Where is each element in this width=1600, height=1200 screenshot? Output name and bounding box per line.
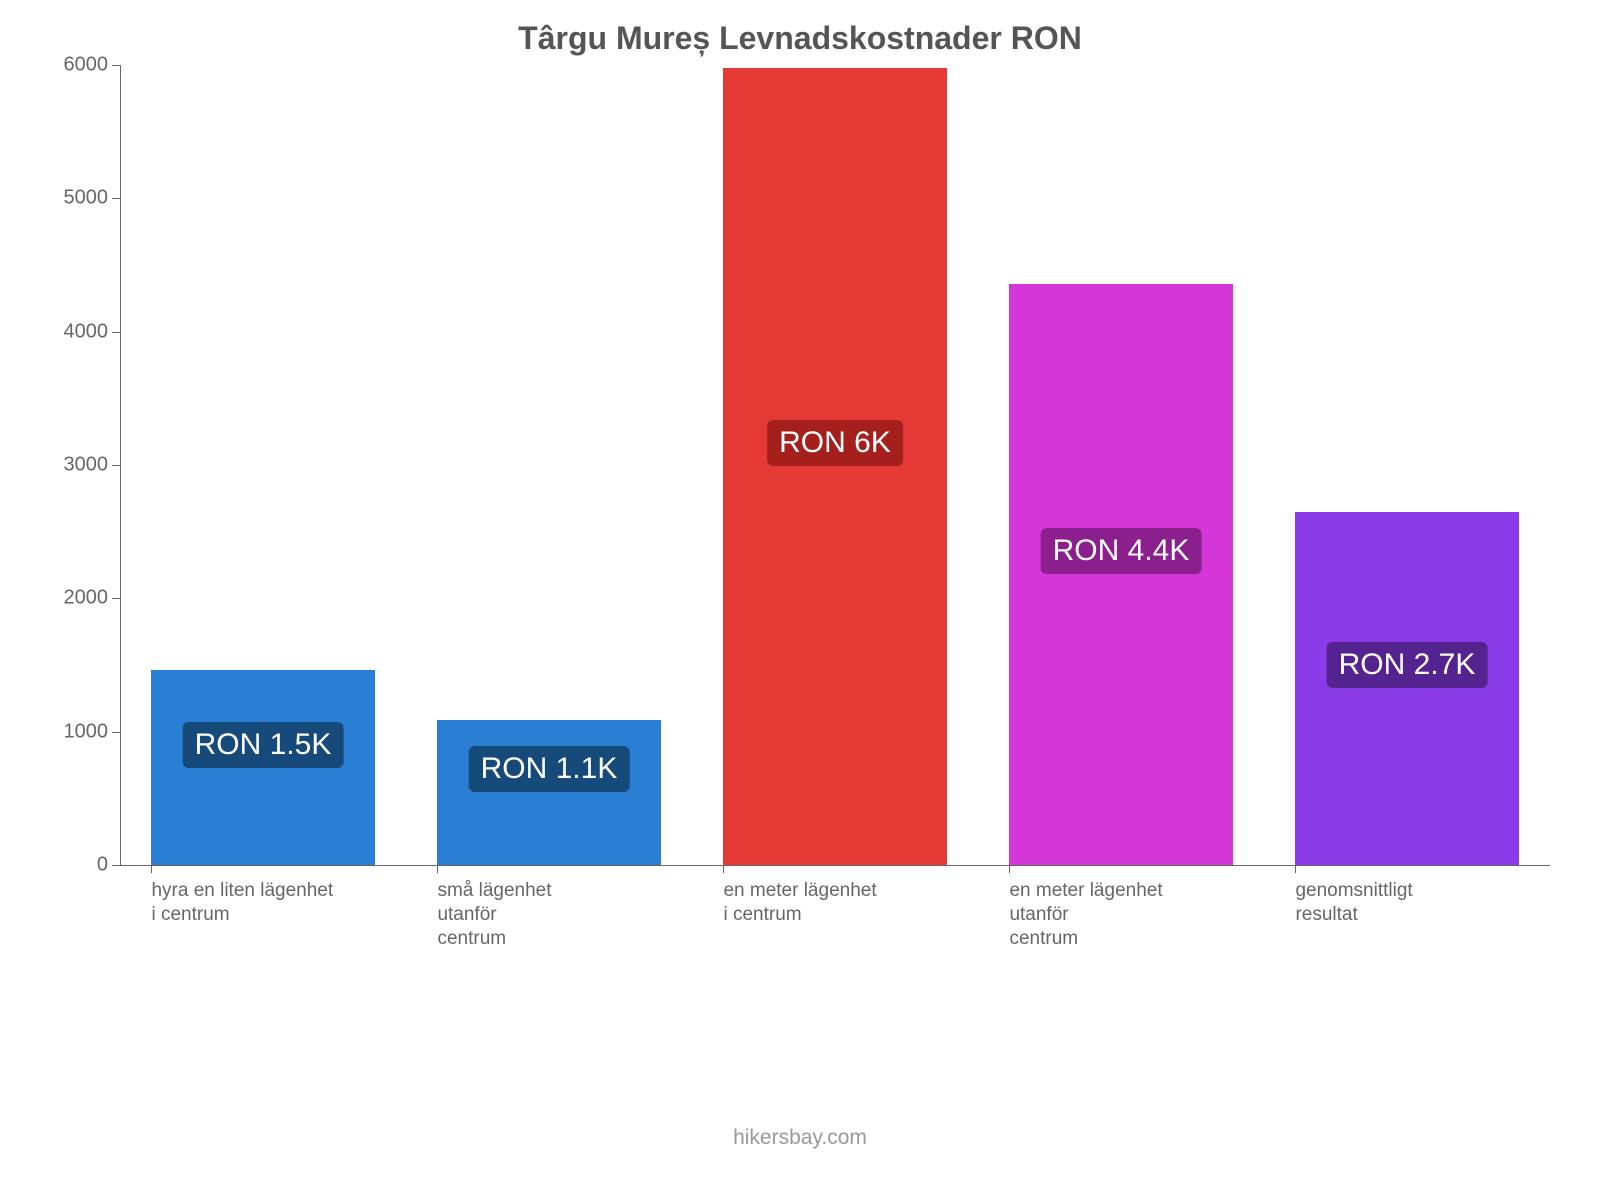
y-tick-mark <box>112 65 120 66</box>
y-tick-label: 4000 <box>64 320 109 343</box>
bar: RON 2.7K <box>1295 512 1518 865</box>
y-tick-mark <box>112 465 120 466</box>
x-tick-mark <box>1295 865 1296 873</box>
plot-area: 0100020003000400050006000 RON 1.5KRON 1.… <box>50 65 1550 905</box>
y-tick-label: 2000 <box>64 587 109 610</box>
bar: RON 1.5K <box>151 670 374 865</box>
bar-value-label: RON 6K <box>767 420 903 466</box>
y-tick-mark <box>112 865 120 866</box>
y-tick-mark <box>112 732 120 733</box>
x-tick-mark <box>437 865 438 873</box>
x-axis-label: en meter lägenhetutanförcentrum <box>1009 879 1229 950</box>
x-axis-label: genomsnittligtresultat <box>1295 879 1515 927</box>
x-axis-label: hyra en liten lägenheti centrum <box>151 879 371 927</box>
x-axis-label: små lägenhetutanförcentrum <box>437 879 657 950</box>
bar: RON 4.4K <box>1009 284 1232 865</box>
bars-container: RON 1.5K RON 1.1K RON 6K RON 4.4K RON 2.7K <box>120 65 1550 865</box>
y-tick-label: 0 <box>97 854 108 877</box>
bar: RON 1.1K <box>437 720 660 865</box>
chart-footer: hikersbay.com <box>0 1126 1600 1150</box>
y-tick-mark <box>112 198 120 199</box>
x-tick-mark <box>151 865 152 873</box>
y-axis: 0100020003000400050006000 <box>50 65 120 905</box>
y-tick-mark <box>112 332 120 333</box>
x-axis-label: en meter lägenheti centrum <box>723 879 943 927</box>
y-tick-mark <box>112 598 120 599</box>
bar-value-label: RON 4.4K <box>1041 528 1202 574</box>
y-tick-label: 1000 <box>64 720 109 743</box>
cost-of-living-chart: Târgu Mureș Levnadskostnader RON 0 1000 20… <box>50 20 1550 1020</box>
x-axis-line <box>120 865 1550 866</box>
chart-title: Târgu Mureș Levnadskostnader RON <box>50 20 1550 57</box>
y-tick-label: 5000 <box>64 187 109 210</box>
bar-value-label: RON 2.7K <box>1327 642 1488 688</box>
y-tick-label: 3000 <box>64 454 109 477</box>
bar: RON 6K <box>723 68 946 865</box>
bar-value-label: RON 1.5K <box>183 722 344 768</box>
x-tick-mark <box>1009 865 1010 873</box>
x-tick-mark <box>723 865 724 873</box>
bar-value-label: RON 1.1K <box>469 746 630 792</box>
y-tick-label: 6000 <box>64 54 109 77</box>
